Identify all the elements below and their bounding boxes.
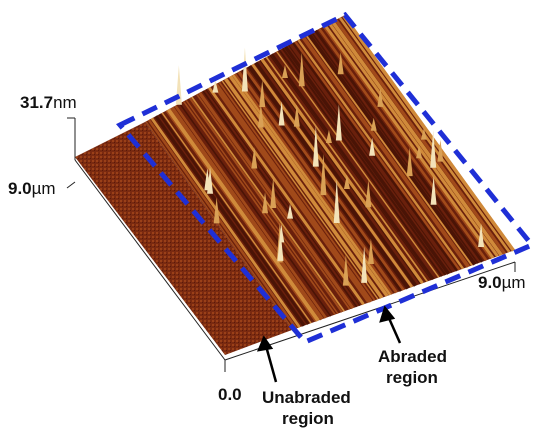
x-axis-label: 9.0µm <box>478 273 526 292</box>
afm-figure: 31.7nm 9.0µm 9.0µm 0.0 Unabradedregion A… <box>0 0 539 432</box>
origin-label: 0.0 <box>218 385 242 404</box>
y-axis-label: 9.0µm <box>8 179 56 198</box>
z-axis-label: 31.7nm <box>20 93 77 112</box>
